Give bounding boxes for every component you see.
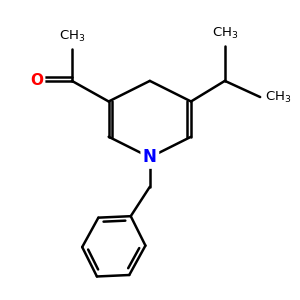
Text: N: N [143, 148, 157, 166]
Text: CH$_3$: CH$_3$ [265, 89, 291, 105]
Text: CH$_3$: CH$_3$ [212, 26, 238, 41]
Text: O: O [30, 74, 43, 88]
Text: CH$_3$: CH$_3$ [59, 29, 85, 44]
